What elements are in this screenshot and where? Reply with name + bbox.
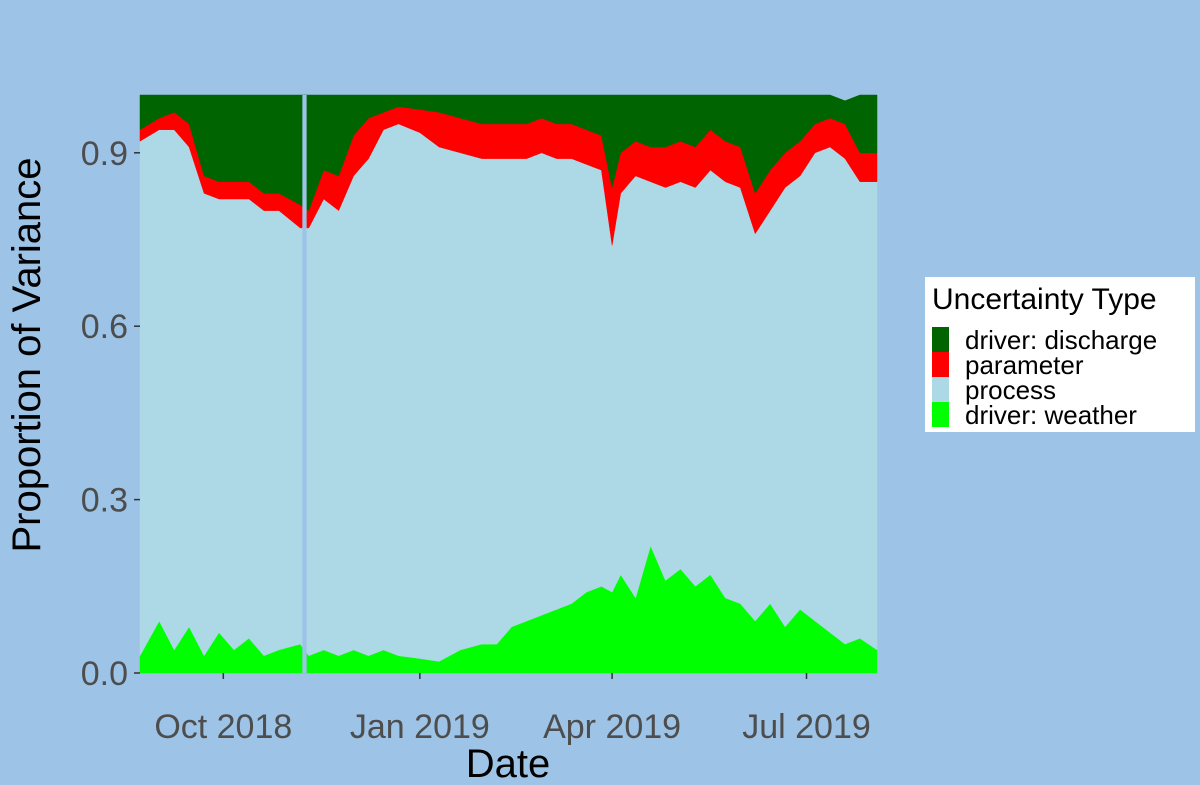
legend-title: Uncertainty Type <box>932 283 1157 316</box>
legend-swatch <box>932 352 949 377</box>
legend-swatch <box>932 402 949 427</box>
legend-background <box>925 277 1195 432</box>
y-tick-label: 0.3 <box>81 482 128 520</box>
y-axis: 0.0 0.3 0.6 0.9 <box>81 135 140 693</box>
legend-label: process <box>965 375 1056 405</box>
legend-label: parameter <box>965 350 1084 380</box>
x-tick-label: Oct 2018 <box>154 708 292 746</box>
data-gap <box>302 95 307 673</box>
x-tick-label: Jul 2019 <box>742 708 871 746</box>
legend: Uncertainty Type driver: dischargeparame… <box>925 277 1195 432</box>
plot-area <box>139 94 878 674</box>
legend-label: driver: weather <box>965 400 1137 430</box>
x-axis-title: Date <box>466 742 551 785</box>
y-axis-title: Proportion of Variance <box>5 157 49 552</box>
y-tick-label: 0.0 <box>81 655 128 693</box>
series-area-driver-discharge <box>139 94 878 211</box>
legend-swatch <box>932 377 949 402</box>
x-tick-label: Jan 2019 <box>350 708 490 746</box>
y-tick-label: 0.9 <box>81 135 128 173</box>
legend-label: driver: discharge <box>965 325 1157 355</box>
legend-items: driver: dischargeparameterprocessdriver:… <box>932 325 1157 430</box>
x-axis: Oct 2018 Jan 2019 Apr 2019 Jul 2019 <box>154 673 871 746</box>
x-tick-label: Apr 2019 <box>543 708 681 746</box>
y-tick-label: 0.6 <box>81 308 128 346</box>
legend-swatch <box>932 327 949 352</box>
